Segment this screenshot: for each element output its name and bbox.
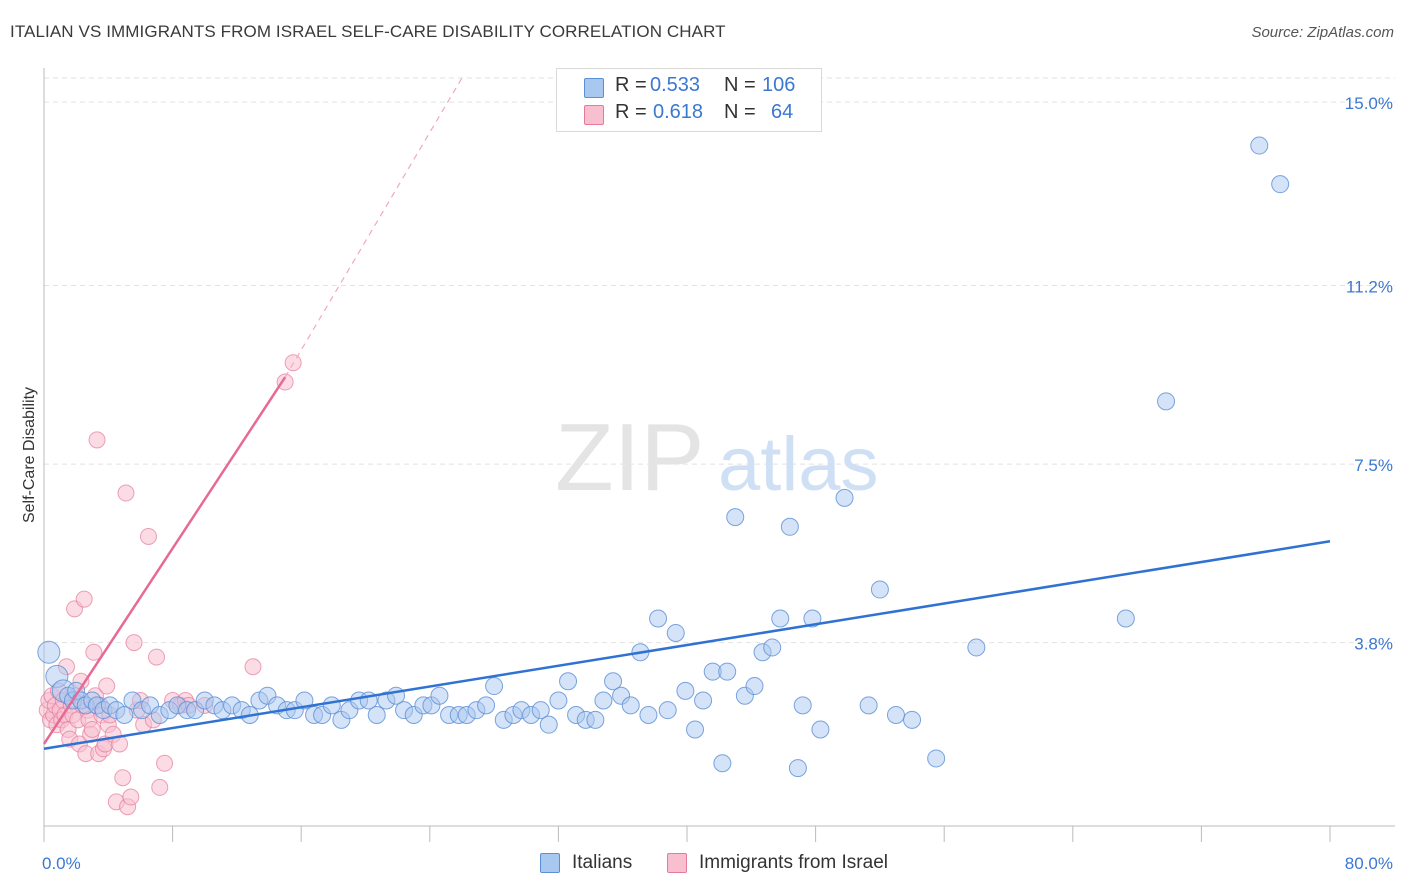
data-point-italian — [903, 710, 922, 729]
legend-n-label: N = — [724, 101, 756, 123]
data-point-israel — [151, 778, 169, 796]
israel-points — [38, 354, 302, 816]
data-point-italian — [295, 691, 314, 710]
data-point-italian — [676, 681, 695, 700]
data-point-israel — [122, 788, 140, 806]
data-point-italian — [835, 488, 854, 507]
data-point-israel — [125, 634, 143, 652]
data-point-italian — [559, 672, 578, 691]
data-point-israel — [98, 677, 116, 695]
legend-r-label: R = — [615, 74, 647, 96]
data-point-italian — [780, 517, 799, 536]
data-point-italian — [967, 638, 986, 657]
data-point-israel — [148, 648, 166, 666]
legend-r-label: R = — [615, 101, 647, 123]
data-point-israel — [139, 527, 157, 545]
trendline-israel-extension — [284, 77, 463, 378]
data-point-italian — [713, 754, 732, 773]
data-point-israel — [276, 373, 294, 391]
data-point-israel — [114, 769, 132, 787]
data-point-italian — [1116, 609, 1135, 628]
data-point-israel — [156, 754, 174, 772]
x-tick-label: 80.0% — [1345, 854, 1393, 873]
correlation-legend: R = 0.533 N = 106 R = 0.618 N = 64 — [556, 68, 822, 132]
data-point-italian — [666, 623, 685, 642]
legend-n-label: N = — [724, 74, 756, 96]
grid-lines — [44, 77, 1395, 644]
data-point-italian — [788, 759, 807, 778]
watermark-zip: ZIP — [555, 404, 704, 511]
data-point-italian — [726, 508, 745, 527]
y-tick-labels: 3.8% 7.5% 11.2% 15.0% — [1345, 94, 1393, 653]
data-point-italian — [37, 640, 61, 664]
data-point-israel — [117, 484, 135, 502]
legend-r-value: 0.533 — [650, 74, 701, 96]
data-point-israel — [85, 643, 103, 661]
data-point-italian — [322, 696, 341, 715]
data-point-italian — [718, 662, 737, 681]
legend-n-value: 106 — [762, 74, 796, 96]
data-point-italian — [870, 580, 889, 599]
data-point-italian — [771, 609, 790, 628]
y-axis-label: Self-Care Disability — [21, 387, 38, 523]
data-point-italian — [793, 696, 812, 715]
y-tick-label: 3.8% — [1354, 635, 1393, 654]
series-swatch-israel — [667, 853, 687, 873]
legend-n-value: 64 — [771, 101, 794, 123]
legend-r-value: 0.618 — [653, 101, 704, 123]
data-point-italian — [621, 696, 640, 715]
trend-lines — [42, 77, 1331, 751]
legend-swatch-italians — [584, 78, 604, 98]
source-label: Source: ZipAtlas.com — [1251, 24, 1394, 41]
x-tick-label: 0.0% — [42, 854, 81, 873]
data-point-italian — [694, 691, 713, 710]
data-point-israel — [75, 590, 93, 608]
data-point-italian — [115, 706, 134, 725]
y-tick-label: 7.5% — [1354, 456, 1393, 475]
data-point-italian — [1250, 136, 1269, 155]
italian-points — [37, 136, 1290, 778]
data-point-italian — [886, 706, 905, 725]
data-point-italian — [367, 706, 386, 725]
data-point-italian — [658, 701, 677, 720]
trendline-italians — [43, 540, 1331, 751]
data-point-italian — [745, 677, 764, 696]
data-point-italian — [477, 696, 496, 715]
data-point-italian — [485, 677, 504, 696]
series-swatch-italians — [540, 853, 560, 873]
legend-swatch-israel — [584, 105, 604, 125]
data-point-italian — [539, 715, 558, 734]
x-tick-labels: 0.0% 80.0% — [42, 854, 1393, 873]
data-point-italian — [639, 706, 658, 725]
data-point-italian — [649, 609, 668, 628]
data-point-italian — [430, 686, 449, 705]
data-point-italian — [594, 691, 613, 710]
data-point-italian — [763, 638, 782, 657]
chart-title: ITALIAN VS IMMIGRANTS FROM ISRAEL SELF-C… — [10, 22, 726, 41]
data-point-italian — [549, 691, 568, 710]
watermark-atlas: atlas — [718, 422, 879, 507]
data-point-italian — [531, 701, 550, 720]
data-point-italian — [586, 710, 605, 729]
y-tick-label: 15.0% — [1345, 94, 1393, 113]
data-point-israel — [88, 431, 106, 449]
data-point-italian — [1157, 392, 1176, 411]
data-point-israel — [244, 658, 262, 676]
data-point-israel — [83, 720, 101, 738]
data-point-italian — [803, 609, 822, 628]
legend-row-italians: R = 0.533 N = 106 — [557, 74, 821, 100]
data-point-italian — [1271, 175, 1290, 194]
series-label-israel: Immigrants from Israel — [699, 852, 888, 873]
y-tick-label: 11.2% — [1346, 278, 1393, 297]
data-point-italian — [811, 720, 830, 739]
data-point-italian — [927, 749, 946, 768]
series-label-italians: Italians — [572, 852, 633, 873]
watermark: ZIP atlas — [555, 404, 879, 511]
data-point-italian — [859, 696, 878, 715]
legend-row-israel: R = 0.618 N = 64 — [557, 101, 821, 127]
trendline-israel — [42, 376, 287, 745]
data-point-italian — [604, 672, 623, 691]
data-point-italian — [686, 720, 705, 739]
